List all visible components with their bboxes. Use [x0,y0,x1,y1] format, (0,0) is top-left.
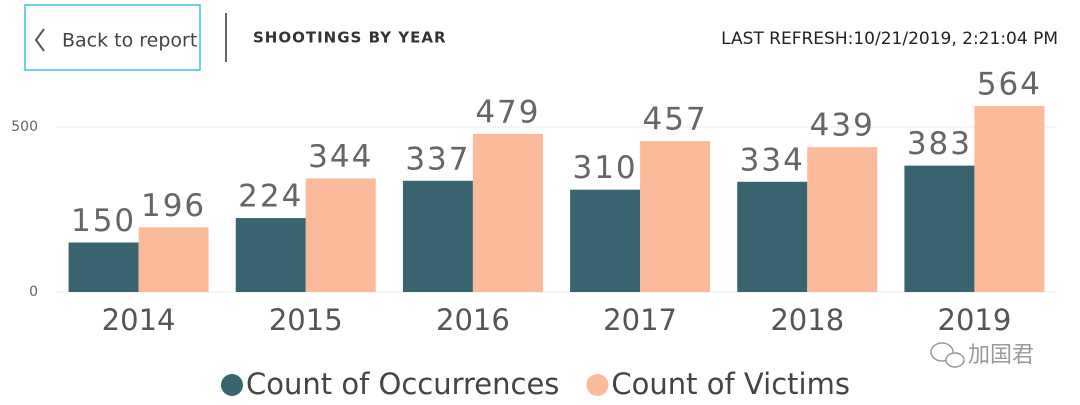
bar [305,178,376,292]
data-label: 564 [977,66,1042,102]
x-tick-label: 2014 [102,303,176,337]
legend-marker [586,374,609,396]
bar [570,189,641,292]
bar [904,165,975,292]
data-label: 150 [71,203,136,239]
bar [974,105,1045,292]
page-title: SHOOTINGS BY YEAR [253,29,447,47]
y-tick-label: 500 [11,119,38,135]
watermark: 加国君 [968,343,1034,368]
legend-label: Count of Occurrences [246,367,559,401]
legend-label: Count of Victims [611,367,850,401]
back-button[interactable] [24,4,201,71]
bar [640,141,711,292]
bar [138,227,209,292]
bar [402,180,473,292]
y-tick-label: 0 [29,284,38,300]
bar [737,181,808,292]
data-label: 334 [740,142,805,178]
data-label: 196 [141,188,206,224]
data-label: 439 [810,108,875,144]
bar [472,133,543,292]
bar [235,218,306,292]
data-label: 310 [572,150,637,186]
data-label: 383 [907,126,972,162]
watermark-icon [930,342,965,368]
back-arrow [34,28,45,52]
data-label: 479 [475,94,540,130]
back-button-label[interactable]: Back to report [62,30,197,52]
x-tick-label: 2017 [603,303,677,337]
bar [807,147,878,292]
x-tick-label: 2015 [269,303,343,337]
data-label: 224 [238,179,303,215]
data-label: 344 [308,139,373,175]
last-refresh: LAST REFRESH:10/21/2019, 2:21:04 PM [721,29,1058,49]
data-label: 457 [642,102,707,138]
data-label: 337 [405,141,470,177]
x-tick-label: 2019 [938,303,1012,337]
x-tick-label: 2016 [436,303,510,337]
legend-marker [221,374,243,396]
bar [68,242,139,292]
x-tick-label: 2018 [770,303,844,337]
